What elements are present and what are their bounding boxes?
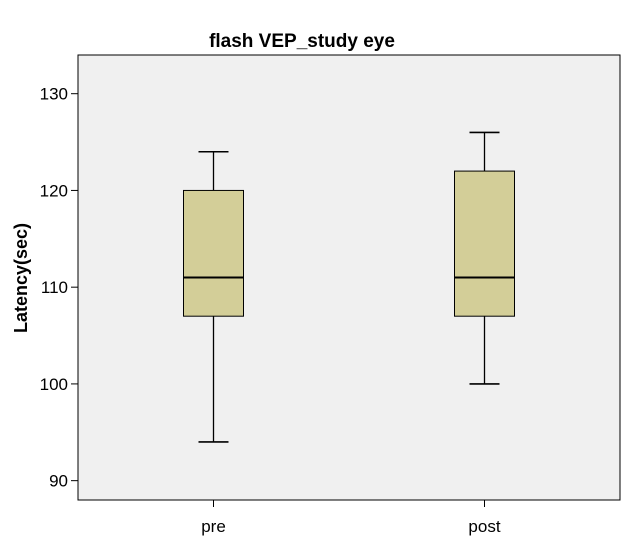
y-axis: 90 100 110 120 130 <box>40 85 78 491</box>
x-axis: pre post <box>201 500 501 536</box>
chart-title: flash VEP_study eye <box>209 31 395 52</box>
y-tick-label: 90 <box>49 472 68 491</box>
y-tick-label: 130 <box>40 85 68 104</box>
y-axis-label: Latency(sec) <box>11 223 31 333</box>
y-tick-label: 100 <box>40 375 68 394</box>
boxes-group <box>183 131 515 443</box>
box-pre <box>183 150 244 443</box>
y-tick-label: 120 <box>40 181 68 200</box>
plot-area <box>77 54 621 501</box>
y-tick-label: 110 <box>41 278 68 297</box>
iqr-box <box>454 170 515 317</box>
x-tick-label: post <box>468 517 500 536</box>
iqr-box <box>183 189 244 317</box>
box-post <box>454 131 515 385</box>
x-tick-label: pre <box>201 517 226 536</box>
